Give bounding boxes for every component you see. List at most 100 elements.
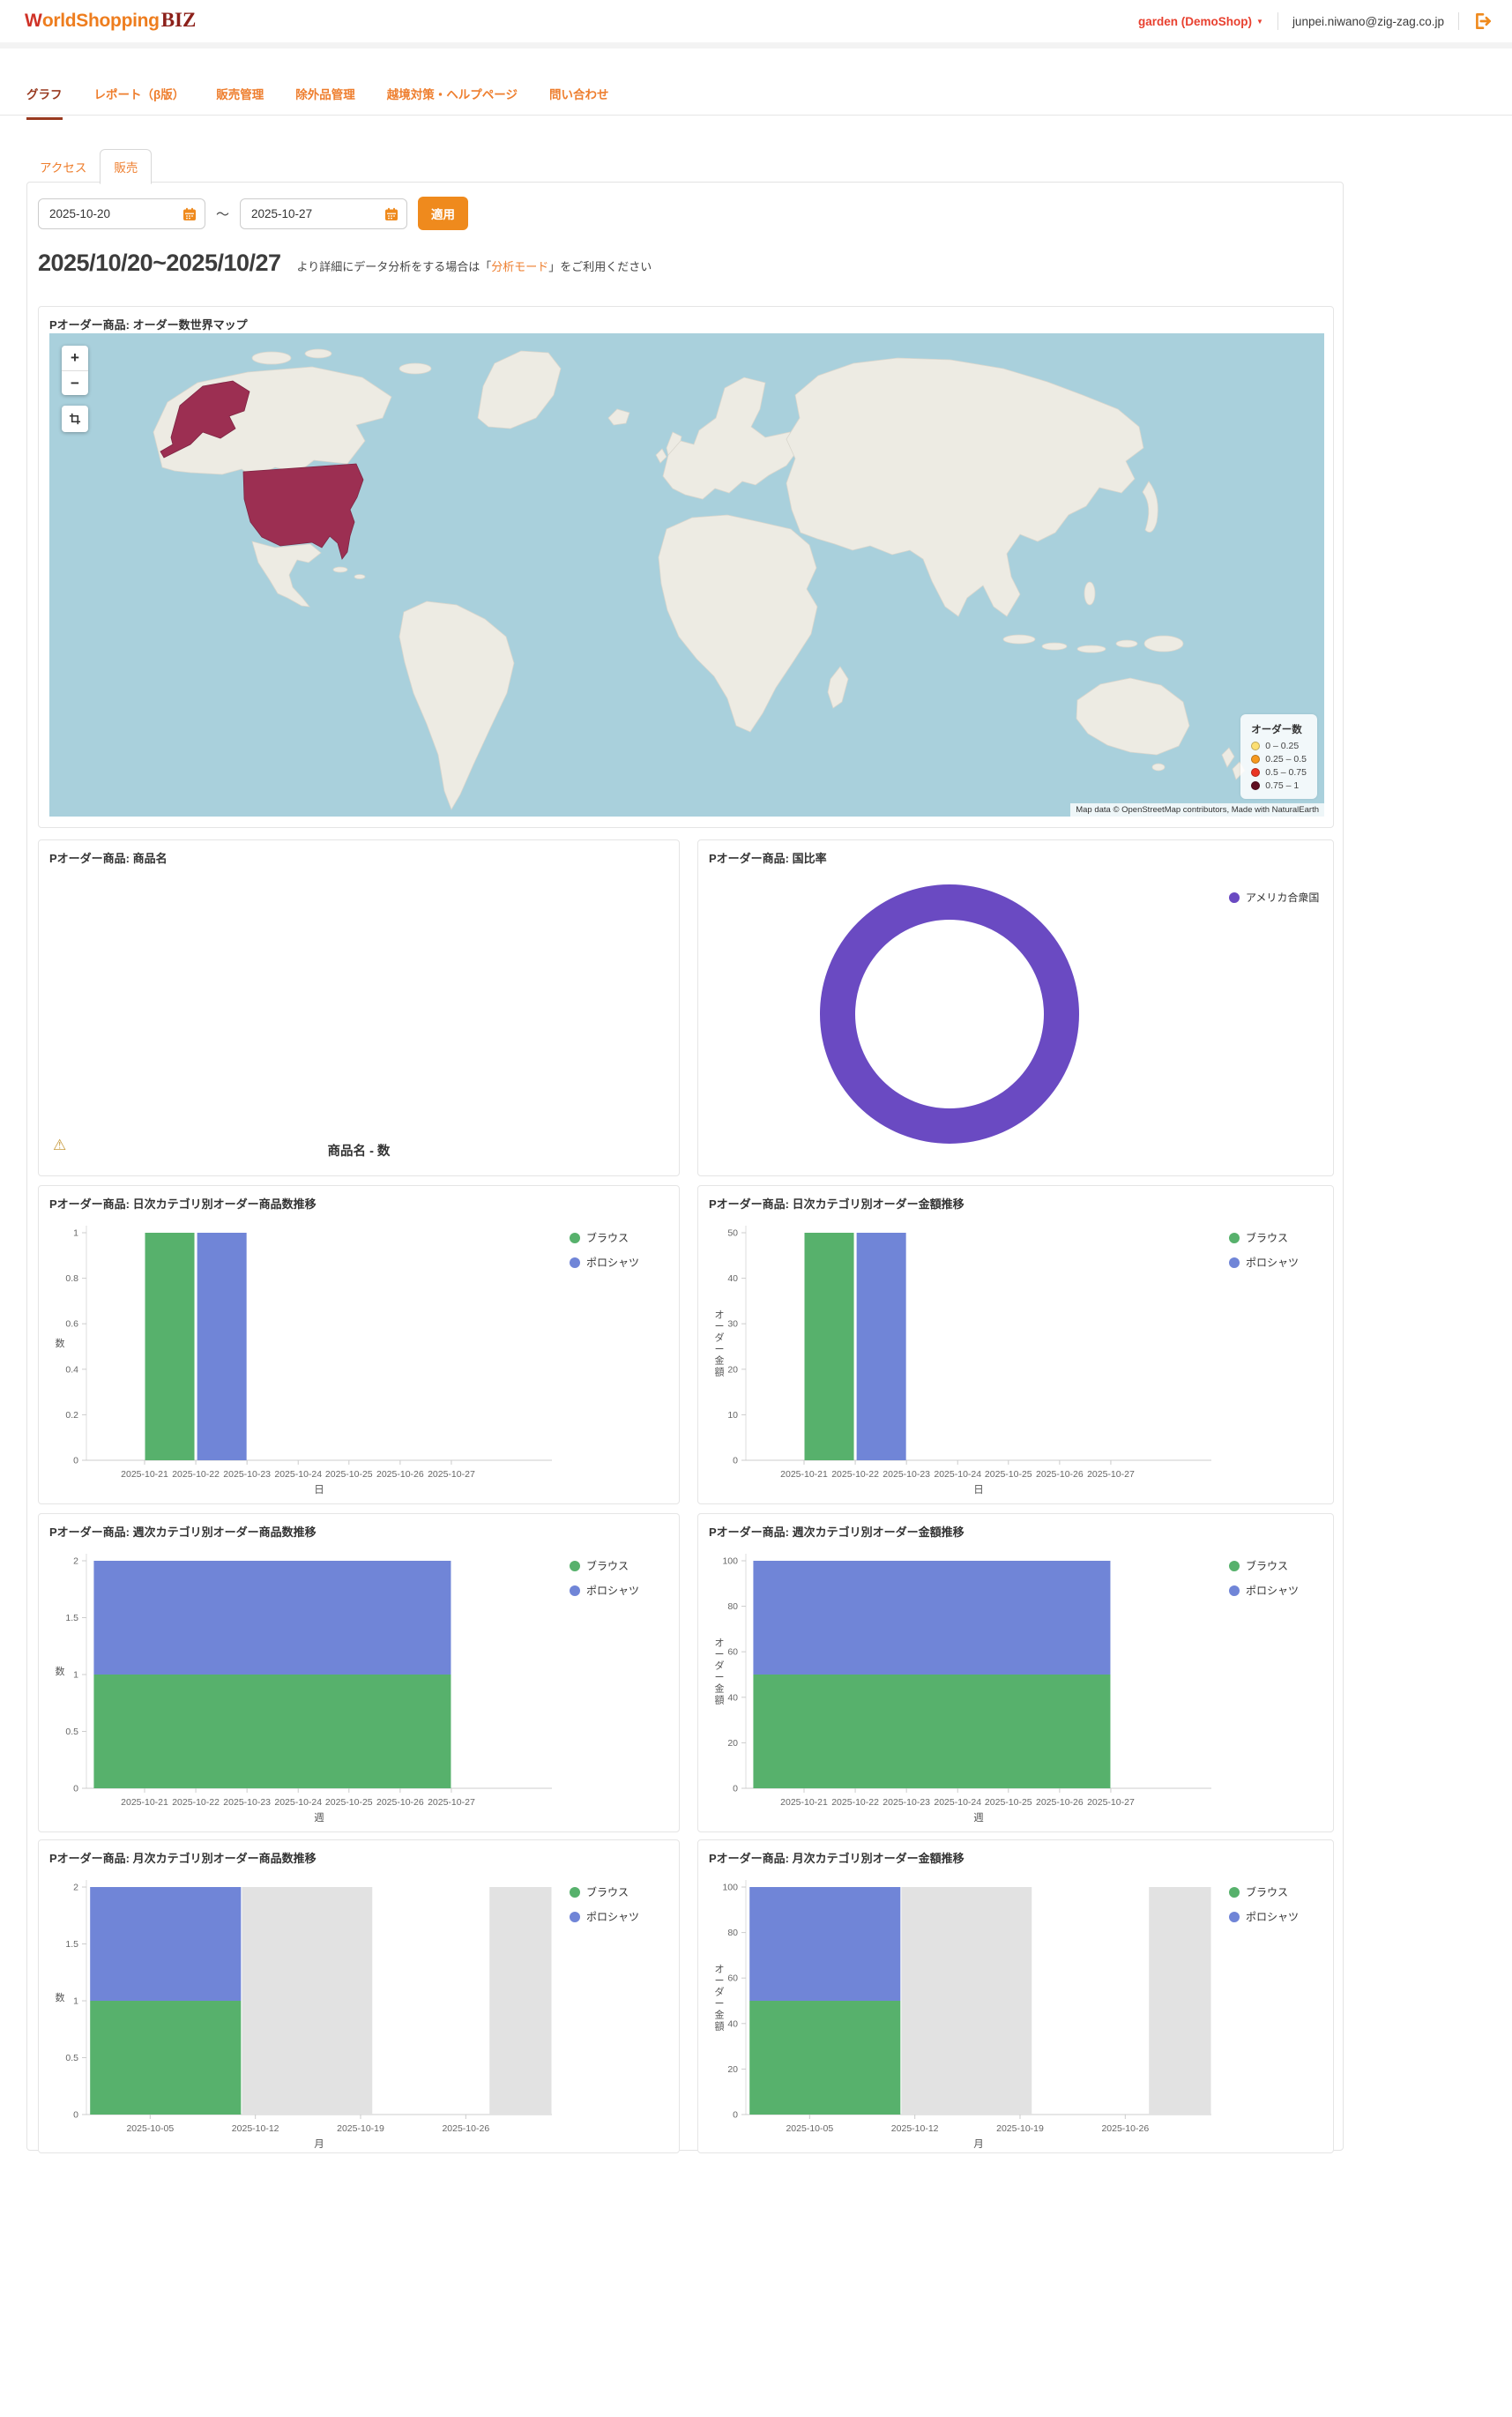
nav-item-report[interactable]: レポート（β版） <box>93 88 185 101</box>
box-select-button[interactable] <box>62 406 88 432</box>
nav-item-contact[interactable]: 問い合わせ <box>548 88 609 101</box>
legend-item[interactable]: ポロシャツ <box>1229 1583 1299 1598</box>
chart-title: Pオーダー商品: 日次カテゴリ別オーダー商品数推移 <box>49 1197 317 1211</box>
end-date-field <box>240 198 408 229</box>
tab-sales[interactable]: 販売 <box>100 149 153 184</box>
logo-text: orldShopping <box>41 11 160 31</box>
svg-text:30: 30 <box>727 1319 738 1330</box>
legend-item-usa[interactable]: アメリカ合衆国 <box>1229 890 1319 905</box>
highlighted-country-usa <box>160 380 364 560</box>
daily-count-chart-card: Pオーダー商品: 日次カテゴリ別オーダー商品数推移 0 0.2 0.4 0.6 0.8 1… <box>38 1185 680 1504</box>
end-date-input[interactable] <box>241 198 407 228</box>
bucket-2-dot <box>1251 755 1261 764</box>
main-nav: グラフ レポート（β版） 販売管理 除外品管理 越境対策・ヘルプページ 問い合わ… <box>0 78 1512 120</box>
map-legend: オーダー数 0 – 0.25 0.25 – 0.5 0.5 – 0.75 <box>1240 714 1317 799</box>
nav-item-graph[interactable]: グラフ <box>26 85 63 120</box>
logo[interactable]: WorldShoppingBIZ <box>25 9 196 32</box>
header: WorldShoppingBIZ garden (DemoShop) ▼ jun… <box>0 0 1512 42</box>
world-map-canvas[interactable]: + − オーダー数 0 – 0.25 0.25 – <box>49 333 1324 817</box>
monthly-count-plot: 0 0.5 1 1.5 2 2025-10-05 2025-10-12 2025-10-19 2… <box>39 1840 679 2152</box>
legend-item[interactable]: ポロシャツ <box>570 1909 639 1924</box>
legend-item[interactable]: ポロシャツ <box>1229 1909 1299 1924</box>
date-range-separator: ～ <box>216 206 230 222</box>
svg-text:2025-10-12: 2025-10-12 <box>232 2123 279 2134</box>
legend-item[interactable]: ブラウス <box>1229 1558 1299 1573</box>
svg-text:2025-10-22: 2025-10-22 <box>831 1469 879 1480</box>
legend-label: アメリカ合衆国 <box>1246 891 1320 904</box>
nav-item-exclusions[interactable]: 除外品管理 <box>295 88 355 101</box>
legend-item[interactable]: ポロシャツ <box>570 1255 639 1270</box>
legend-item[interactable]: ポロシャツ <box>1229 1255 1299 1270</box>
legend-label: ブラウス <box>1246 1560 1289 1572</box>
svg-text:0.5: 0.5 <box>65 2053 78 2063</box>
apply-button[interactable]: 適用 <box>418 197 469 230</box>
header-divider <box>0 42 1512 48</box>
bucket-1-label: 0 – 0.25 <box>1265 741 1300 751</box>
chart-title: Pオーダー商品: 週次カテゴリ別オーダー商品数推移 <box>49 1526 317 1539</box>
legend-item[interactable]: ブラウス <box>570 1884 639 1899</box>
note-prefix: より詳細にデータ分析をする場合は「 <box>296 260 492 273</box>
chart-legend: ブラウス ポロシャツ <box>570 1558 639 1598</box>
svg-text:2025-10-26: 2025-10-26 <box>442 2123 489 2134</box>
start-date-field <box>38 198 205 229</box>
svg-text:2025-10-27: 2025-10-27 <box>428 1469 475 1480</box>
weekly-count-chart-card: Pオーダー商品: 週次カテゴリ別オーダー商品数推移 0 0.5 1 1.5 2 2025-… <box>38 1513 680 1832</box>
svg-text:1: 1 <box>73 1228 78 1239</box>
svg-text:2025-10-22: 2025-10-22 <box>172 1797 220 1808</box>
svg-text:0.6: 0.6 <box>65 1319 78 1330</box>
nav-item-sales-management[interactable]: 販売管理 <box>216 88 264 101</box>
svg-text:数: 数 <box>56 1338 65 1349</box>
legend-label: ポロシャツ <box>1246 1257 1300 1269</box>
zoom-out-button[interactable]: − <box>62 370 88 395</box>
start-date-input[interactable] <box>39 198 205 228</box>
shop-selector[interactable]: garden (DemoShop) ▼ <box>1138 15 1263 28</box>
svg-text:2025-10-24: 2025-10-24 <box>934 1469 981 1480</box>
calendar-icon[interactable] <box>384 207 398 226</box>
svg-text:2025-10-26: 2025-10-26 <box>376 1469 424 1480</box>
bucket-4-label: 0.75 – 1 <box>1265 780 1300 791</box>
product-card-title: Pオーダー商品: 商品名 <box>49 852 168 865</box>
map-legend-title: オーダー数 <box>1251 725 1302 735</box>
legend-item[interactable]: ブラウス <box>1229 1230 1299 1245</box>
svg-text:日: 日 <box>973 1485 984 1496</box>
svg-text:週: 週 <box>314 1812 324 1824</box>
zoom-in-button[interactable]: + <box>71 349 79 366</box>
map-legend-item: 0.5 – 0.75 <box>1251 767 1307 778</box>
daily-count-plot: 0 0.2 0.4 0.6 0.8 1 2025-10-21 2025-10-22 2025-1… <box>39 1186 679 1503</box>
map-card-title: Pオーダー商品: オーダー数世界マップ <box>49 318 248 332</box>
tab-access[interactable]: アクセス <box>40 161 87 175</box>
logout-icon <box>1476 12 1492 30</box>
bucket-2-label: 0.25 – 0.5 <box>1265 754 1307 765</box>
analysis-mode-link[interactable]: 分析モード <box>491 260 549 273</box>
svg-text:2025-10-25: 2025-10-25 <box>985 1797 1032 1808</box>
legend-item[interactable]: ポロシャツ <box>570 1583 639 1598</box>
calendar-icon[interactable] <box>182 207 197 226</box>
svg-text:月: 月 <box>314 2139 324 2150</box>
svg-text:週: 週 <box>973 1812 984 1824</box>
svg-text:オーダー金額: オーダー金額 <box>715 1637 725 1706</box>
svg-text:60: 60 <box>727 1647 738 1658</box>
svg-text:0: 0 <box>73 1784 78 1794</box>
svg-text:2025-10-21: 2025-10-21 <box>780 1469 828 1480</box>
svg-text:0: 0 <box>733 1456 738 1466</box>
svg-text:2025-10-19: 2025-10-19 <box>337 2123 384 2134</box>
bucket-3-dot <box>1251 768 1261 777</box>
nav-item-help[interactable]: 越境対策・ヘルプページ <box>386 88 518 101</box>
svg-text:2025-10-05: 2025-10-05 <box>126 2123 174 2134</box>
divider <box>1277 12 1278 30</box>
product-name-card: Pオーダー商品: 商品名 ⚠ 商品名 - 数 <box>38 839 680 1176</box>
svg-text:1: 1 <box>73 1670 78 1681</box>
svg-text:2025-10-23: 2025-10-23 <box>223 1797 271 1808</box>
chart-legend: ブラウス ポロシャツ <box>1229 1884 1299 1924</box>
legend-item[interactable]: ブラウス <box>570 1230 639 1245</box>
legend-item[interactable]: ブラウス <box>1229 1884 1299 1899</box>
svg-text:2025-10-25: 2025-10-25 <box>325 1797 373 1808</box>
svg-text:80: 80 <box>727 1928 738 1938</box>
svg-text:月: 月 <box>973 2139 984 2150</box>
legend-dot <box>570 1585 580 1596</box>
legend-item[interactable]: ブラウス <box>570 1558 639 1573</box>
heading-row: 2025/10/20~2025/10/27 より詳細にデータ分析をする場合は「分… <box>38 250 652 277</box>
svg-text:80: 80 <box>727 1601 738 1612</box>
svg-text:2025-10-25: 2025-10-25 <box>985 1469 1032 1480</box>
logout-button[interactable] <box>1473 11 1493 31</box>
